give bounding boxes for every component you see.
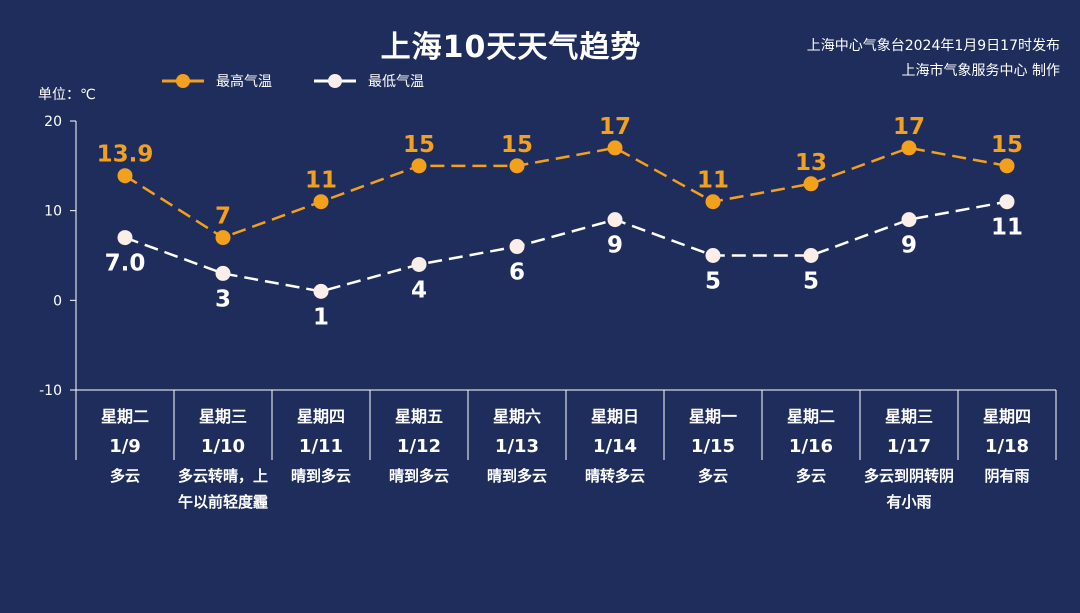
weather-condition: 多云 bbox=[109, 467, 140, 485]
low-temp-point bbox=[901, 212, 917, 228]
low-temp-point bbox=[999, 194, 1015, 210]
x-weekday-label: 星期六 bbox=[493, 407, 541, 426]
x-weekday-label: 星期三 bbox=[885, 407, 933, 426]
x-date-label: 1/10 bbox=[201, 436, 245, 457]
low-temp-label: 1 bbox=[313, 304, 329, 330]
x-date-label: 1/18 bbox=[985, 436, 1029, 457]
low-temp-point bbox=[117, 230, 133, 246]
high-temp-label: 11 bbox=[697, 168, 729, 194]
high-temp-label: 15 bbox=[403, 132, 435, 158]
high-temp-point bbox=[509, 158, 525, 174]
high-temp-point bbox=[803, 176, 819, 192]
weather-condition: 晴到多云 bbox=[388, 467, 449, 485]
high-temp-point bbox=[705, 194, 721, 210]
low-temp-label: 5 bbox=[705, 269, 721, 295]
x-weekday-label: 星期日 bbox=[591, 407, 639, 426]
legend-item-low[interactable]: 最低气温 bbox=[312, 71, 424, 91]
legend-high-label: 最高气温 bbox=[216, 74, 272, 90]
low-temp-label: 5 bbox=[803, 269, 819, 295]
x-weekday-label: 星期五 bbox=[395, 407, 443, 426]
legend: 最高气温 最低气温 bbox=[160, 70, 464, 92]
low-temp-label: 9 bbox=[607, 233, 623, 259]
x-date-label: 1/11 bbox=[299, 436, 343, 457]
y-tick-label: 20 bbox=[44, 114, 62, 130]
x-weekday-label: 星期三 bbox=[199, 407, 247, 426]
legend-low-marker-icon bbox=[314, 74, 356, 88]
high-temp-label: 15 bbox=[501, 132, 533, 158]
x-date-label: 1/13 bbox=[495, 436, 539, 457]
x-date-label: 1/16 bbox=[789, 436, 833, 457]
x-weekday-label: 星期四 bbox=[983, 407, 1031, 426]
low-temp-point bbox=[607, 212, 623, 228]
high-temp-line bbox=[124, 146, 1008, 239]
weather-condition: 多云 bbox=[697, 467, 728, 485]
chart-title: 上海10天天气趋势 bbox=[380, 30, 642, 65]
y-tick-label: 10 bbox=[44, 204, 62, 220]
weather-condition: 多云 bbox=[795, 467, 826, 485]
high-temp-point bbox=[215, 230, 231, 246]
x-weekday-label: 星期二 bbox=[787, 407, 835, 426]
x-date-label: 1/17 bbox=[887, 436, 931, 457]
x-date-label: 1/15 bbox=[691, 436, 735, 457]
low-temp-line bbox=[124, 200, 1008, 293]
high-temp-label: 15 bbox=[991, 132, 1023, 158]
high-temp-point bbox=[313, 194, 329, 210]
high-temp-label: 17 bbox=[599, 114, 631, 140]
x-weekday-label: 星期一 bbox=[689, 407, 737, 426]
high-temp-point bbox=[999, 158, 1015, 174]
high-temp-label: 17 bbox=[893, 114, 925, 140]
weather-condition: 晴到多云 bbox=[486, 467, 547, 485]
high-temp-label: 7 bbox=[215, 204, 231, 230]
weather-condition: 多云到阴转阴有小雨 bbox=[863, 467, 954, 511]
weather-condition: 晴到多云 bbox=[290, 467, 351, 485]
low-temp-point bbox=[313, 283, 329, 299]
weather-condition: 阴有雨 bbox=[984, 467, 1030, 485]
publisher-line-1: 上海中心气象台2024年1月9日17时发布 bbox=[806, 38, 1060, 54]
low-temp-point bbox=[411, 256, 427, 272]
low-temp-label: 6 bbox=[509, 260, 525, 286]
legend-low-label: 最低气温 bbox=[368, 74, 424, 90]
publisher-info: 上海中心气象台2024年1月9日17时发布 上海市气象服务中心 制作 bbox=[807, 34, 1060, 84]
low-temp-label: 4 bbox=[411, 277, 427, 303]
x-date-label: 1/9 bbox=[109, 436, 141, 457]
low-temp-label: 3 bbox=[215, 286, 231, 312]
high-temp-point bbox=[901, 140, 917, 156]
high-temp-point bbox=[117, 168, 133, 184]
weather-condition: 多云转晴，上午以前轻度霾 bbox=[177, 467, 268, 511]
y-tick-label: 0 bbox=[53, 293, 62, 309]
weather-condition: 晴转多云 bbox=[584, 467, 645, 485]
publisher-line-2: 上海市气象服务中心 制作 bbox=[901, 63, 1060, 79]
low-temp-label: 11 bbox=[991, 215, 1023, 241]
low-temp-point bbox=[509, 239, 525, 255]
x-weekday-label: 星期四 bbox=[297, 407, 345, 426]
y-tick-label: -10 bbox=[39, 383, 62, 399]
unit-label: 单位：℃ bbox=[38, 87, 96, 103]
low-temp-label: 9 bbox=[901, 233, 917, 259]
low-temp-label: 7.0 bbox=[105, 251, 146, 277]
x-weekday-label: 星期二 bbox=[101, 407, 149, 426]
low-temp-point bbox=[215, 265, 231, 281]
high-temp-label: 13.9 bbox=[97, 142, 154, 168]
high-temp-point bbox=[607, 140, 623, 156]
high-temp-label: 11 bbox=[305, 168, 337, 194]
low-temp-point bbox=[705, 248, 721, 263]
x-date-label: 1/14 bbox=[593, 436, 637, 457]
legend-high-marker-icon bbox=[162, 74, 204, 88]
x-date-label: 1/12 bbox=[397, 436, 441, 457]
legend-item-high[interactable]: 最高气温 bbox=[160, 71, 272, 91]
high-temp-label: 13 bbox=[795, 150, 827, 176]
low-temp-point bbox=[803, 248, 819, 263]
high-temp-point bbox=[411, 158, 427, 174]
